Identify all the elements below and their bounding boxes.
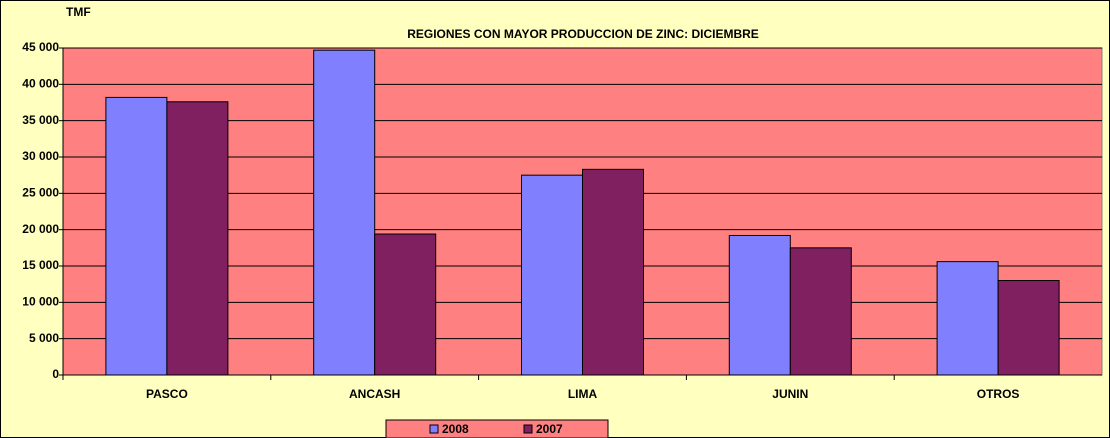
bar [521,174,583,376]
bar [789,247,852,376]
bar [936,261,999,376]
bar [997,280,1060,376]
bar [313,49,376,376]
y-tick-label: 45 000 [22,40,59,54]
y-tick-label: 10 000 [22,295,59,309]
x-tick-label: PASCO [146,387,188,401]
legend-swatch [429,424,439,434]
bar [582,168,644,376]
bar [105,96,168,376]
y-tick-label: 35 000 [22,113,59,127]
chart-title: REGIONES CON MAYOR PRODUCCION DE ZINC: D… [407,27,759,41]
legend-swatch [523,424,533,434]
x-tick-label: JUNIN [772,387,808,401]
legend-label: 2008 [442,422,469,436]
y-tick-label: 25 000 [22,186,59,200]
x-tick-label: ANCASH [349,387,400,401]
y-tick-label: 30 000 [22,149,59,163]
x-tick-label: OTROS [977,387,1020,401]
y-tick-label: 40 000 [22,77,59,91]
y-tick-label: 5 000 [29,331,59,345]
legend-box [385,419,609,438]
y-tick-label: 20 000 [22,222,59,236]
y-axis-label: TMF [66,5,91,19]
y-tick-label: 15 000 [22,258,59,272]
bar [374,233,437,376]
bar [166,101,229,376]
x-tick-label: LIMA [568,387,598,401]
bar [728,234,791,376]
legend-label: 2007 [536,422,563,436]
y-tick-label: 0 [52,367,59,381]
